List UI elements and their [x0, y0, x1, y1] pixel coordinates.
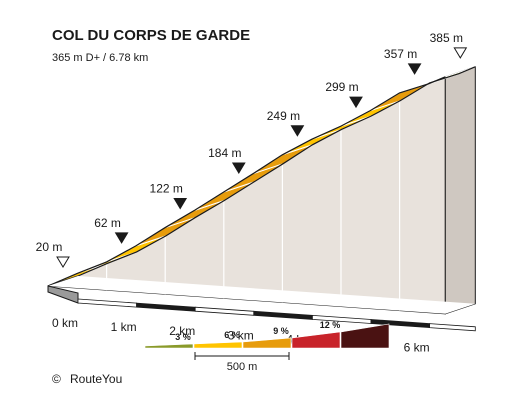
km-scale-bar-segment: [253, 310, 313, 320]
legend-entry: 3 %: [144, 332, 194, 349]
elevation-label: 385 m: [430, 31, 463, 45]
legend-entry: 12 %: [291, 320, 341, 349]
legend-entry: [340, 323, 390, 349]
filled-triangle-icon: [407, 63, 422, 75]
legend-label: 9 %: [273, 326, 289, 336]
km-scale-bar-segment: [429, 323, 476, 332]
hollow-triangle-icon: [56, 256, 70, 268]
credit: © RouteYou: [52, 372, 122, 386]
profile-base-front: [47, 285, 79, 304]
km-scale-bar-segment: [77, 298, 137, 308]
legend-entry: 9 %: [242, 326, 292, 349]
chart-title: COL DU CORPS DE GARDE: [52, 27, 250, 44]
credit-text: RouteYou: [70, 372, 122, 386]
elevation-marker: 357 m: [384, 47, 422, 75]
elevation-marker: 122 m: [150, 182, 188, 210]
km-tick-label: 2 km: [169, 324, 195, 338]
elevation-marker: 385 m: [430, 31, 468, 59]
km-tick-label: 1 km: [111, 320, 137, 334]
chart-subtitle: 365 m D+ / 6.78 km: [52, 52, 148, 64]
profile-front-edge: [47, 76, 446, 287]
legend-swatch: [144, 343, 194, 349]
elevation-label: 299 m: [325, 80, 358, 94]
profile-base-top: [48, 276, 476, 314]
filled-triangle-icon: [290, 125, 305, 137]
km-scale-bar-segment: [194, 306, 255, 316]
km-tick-label: 6 km: [404, 341, 430, 355]
km-tick-label: 0 km: [52, 316, 78, 330]
elevation-label: 62 m: [94, 216, 121, 230]
profile-end-cap: [444, 66, 476, 315]
profile-back-edge: [77, 66, 476, 277]
filled-triangle-icon: [114, 232, 129, 244]
km-scale-bar-segment: [136, 302, 196, 312]
filled-triangle-icon: [173, 198, 188, 210]
elevation-marker: 62 m: [94, 216, 129, 244]
filled-triangle-icon: [349, 96, 363, 109]
km-tick-label: 3 km: [228, 328, 254, 342]
legend-entry: 6 %: [193, 330, 243, 349]
profile-side-wall: [47, 66, 476, 315]
elevation-marker: 249 m: [267, 109, 305, 137]
legend-swatch: [340, 323, 390, 349]
legend-label: 3 %: [175, 332, 191, 342]
legend-swatch: [242, 337, 292, 349]
legend-label: 12 %: [320, 320, 341, 330]
elevation-label: 122 m: [150, 182, 183, 196]
elevation-marker: 20 m: [36, 240, 70, 268]
elevation-markers: 20 m 62 m 122 m 184 m 249 m 299 m 357 m 385 m: [36, 31, 468, 268]
legend-swatch: [291, 331, 341, 349]
filled-triangle-icon: [231, 162, 246, 174]
gradient-legend: 3 % 6 % 9 % 12 % 500 m: [144, 320, 390, 373]
elevation-label: 20 m: [36, 240, 63, 254]
elevation-label: 357 m: [384, 47, 417, 61]
elevation-marker: 299 m: [325, 80, 363, 109]
elevation-marker: 184 m: [208, 146, 246, 174]
hollow-triangle-icon: [453, 47, 468, 59]
legend-swatch: [193, 341, 243, 349]
profile-top-strip: [47, 66, 476, 287]
elevation-label: 184 m: [208, 146, 241, 160]
elevation-label: 249 m: [267, 109, 300, 123]
profile-base: [47, 276, 476, 332]
copyright-icon: ©: [52, 372, 61, 386]
scale-bar-label: 500 m: [227, 361, 258, 373]
legend-label: 6 %: [224, 330, 240, 340]
